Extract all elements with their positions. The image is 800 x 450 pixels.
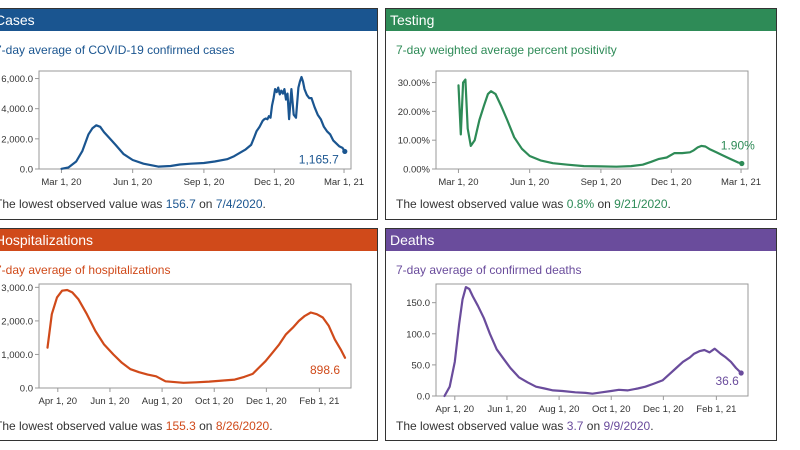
testing-footnote-suffix: . (667, 197, 671, 211)
cases-footnote-suffix: . (262, 197, 266, 211)
deaths-y-tick-label: 50.0 (412, 360, 431, 371)
cases-footnote-mid: on (195, 197, 216, 211)
deaths-end-value-label: 36.6 (715, 374, 739, 388)
testing-y-tick-label: 10.00% (398, 136, 431, 147)
hospitalizations-x-tick-label: Oct 1, 20 (195, 396, 234, 407)
hospitalizations-y-tick-label: 0.0 (20, 384, 33, 395)
testing-panel: Testing 7-day weighted average percent p… (385, 8, 777, 220)
hospitalizations-x-tick-label: Apr 1, 20 (39, 396, 78, 407)
testing-x-tick-label: Mar 1, 20 (438, 177, 478, 188)
testing-y-tick-label: 20.00% (398, 107, 431, 118)
cases-x-tick-label: Mar 1, 21 (324, 177, 364, 188)
hospitalizations-end-value-label: 898.6 (310, 363, 340, 377)
cases-x-tick-label: Mar 1, 20 (41, 177, 81, 188)
cases-series-line (60, 75, 346, 170)
testing-x-tick-label: Jun 1, 20 (510, 177, 549, 188)
hospitalizations-plot-frame (38, 283, 352, 389)
deaths-plot-frame (435, 283, 749, 397)
cases-x-tick-label: Jun 1, 20 (113, 177, 152, 188)
deaths-chart: 0.0 50.0 100.0 150.0 Apr 1, 20 Jun 1, 20 Aug 1… (406, 283, 749, 415)
testing-footnote-mid: on (594, 197, 615, 211)
testing-end-value-label: 1.90% (721, 139, 755, 153)
hospitalizations-x-tick-label: Dec 1, 20 (246, 396, 287, 407)
cases-panel-header: Cases (0, 9, 377, 31)
testing-end-point (739, 160, 745, 167)
deaths-footnote-value: 3.7 (566, 419, 584, 433)
hospitalizations-chart: 0.0 1,000.0 2,000.0 3,000.0 Apr 1, 20 Jun 1, … (1, 283, 352, 407)
hospitalizations-series-line (46, 288, 347, 384)
hospitalizations-y-tick-label: 2,000.0 (1, 316, 33, 327)
hospitalizations-footnote-mid: on (195, 419, 216, 433)
testing-footnote-value: 0.8% (566, 197, 595, 211)
hospitalizations-x-tick-label: Aug 1, 20 (142, 396, 183, 407)
cases-y-tick-label: 4,000.0 (1, 104, 33, 115)
hospitalizations-y-tick-label: 1,000.0 (1, 350, 33, 361)
testing-x-tick-label: Sep 1, 20 (581, 177, 622, 188)
cases-y-tick-label: 6,000.0 (1, 74, 33, 85)
hospitalizations-subtitle: 7-day average of hospitalizations (0, 263, 171, 277)
deaths-x-tick-label: Aug 1, 20 (539, 404, 580, 415)
hospitalizations-x-tick-label: Feb 1, 21 (299, 396, 339, 407)
cases-x-tick-label: Dec 1, 20 (254, 177, 295, 188)
hospitalizations-footnote-value: 155.3 (165, 419, 196, 433)
deaths-footnote-suffix: . (650, 419, 654, 433)
testing-footnote: The lowest observed value was 0.8% on 9/… (396, 197, 671, 211)
deaths-panel: Deaths 7-day average of confirmed deaths… (385, 228, 777, 441)
cases-end-value-label: 1,165.7 (299, 152, 339, 166)
testing-plot-frame (435, 70, 749, 170)
deaths-end-point (738, 370, 744, 376)
cases-panel: Cases 7-day average of COVID-19 confirme… (0, 8, 378, 220)
testing-series-line (457, 78, 743, 168)
hospitalizations-panel-header: Hospitalizations (0, 229, 377, 251)
hospitalizations-panel: Hospitalizations 7-day average of hospit… (0, 228, 378, 441)
deaths-x-tick-label: Apr 1, 20 (436, 404, 475, 415)
cases-end-point (342, 148, 348, 155)
testing-y-tick-label: 30.00% (398, 78, 431, 89)
testing-footnote-date: 9/21/2020 (614, 197, 668, 211)
cases-x-tick-label: Sep 1, 20 (184, 177, 225, 188)
hospitalizations-footnote-date: 8/26/2020 (215, 419, 270, 433)
deaths-footnote: The lowest observed value was 3.7 on 9/9… (396, 419, 654, 433)
testing-panel-header: Testing (386, 9, 776, 31)
cases-y-tick-label: 2,000.0 (1, 134, 33, 145)
cases-y-tick-label: 0.0 (20, 165, 33, 176)
testing-chart: 0.00% 10.00% 20.00% 30.00% Mar 1, 20 Jun 1, 2… (398, 70, 761, 188)
cases-chart: 0.0 2,000.0 4,000.0 6,000.0 Mar 1, 20 Jun 1, … (1, 70, 364, 188)
hospitalizations-y-tick-label: 3,000.0 (1, 283, 33, 294)
deaths-series-line (443, 285, 743, 398)
cases-footnote: The lowest observed value was 156.7 on 7… (0, 197, 266, 211)
testing-subtitle: 7-day weighted average percent positivit… (396, 43, 617, 57)
hospitalizations-footnote-suffix: . (269, 419, 273, 433)
cases-footnote-value: 156.7 (165, 197, 196, 211)
deaths-y-tick-label: 100.0 (406, 329, 430, 340)
testing-x-tick-label: Dec 1, 20 (651, 177, 692, 188)
deaths-subtitle: 7-day average of confirmed deaths (396, 263, 582, 277)
hospitalizations-footnote: The lowest observed value was 155.3 on 8… (0, 419, 273, 433)
hospitalizations-footnote-prefix: The lowest observed value was (0, 419, 166, 433)
testing-y-tick-label: 0.00% (403, 165, 430, 176)
testing-footnote-prefix: The lowest observed value was (396, 197, 567, 211)
deaths-x-tick-label: Dec 1, 20 (643, 404, 684, 415)
deaths-x-tick-label: Oct 1, 20 (592, 404, 631, 415)
testing-x-tick-label: Mar 1, 21 (721, 177, 761, 188)
deaths-footnote-prefix: The lowest observed value was (396, 419, 567, 433)
deaths-footnote-mid: on (583, 419, 604, 433)
deaths-x-tick-label: Feb 1, 21 (696, 404, 736, 415)
deaths-y-tick-label: 0.0 (417, 392, 430, 403)
cases-footnote-prefix: The lowest observed value was (0, 197, 166, 211)
deaths-panel-header: Deaths (386, 229, 776, 251)
cases-footnote-date: 7/4/2020 (215, 197, 263, 211)
cases-subtitle: 7-day average of COVID-19 confirmed case… (0, 43, 235, 57)
deaths-y-tick-label: 150.0 (406, 298, 430, 309)
cases-plot-frame (38, 70, 352, 170)
hospitalizations-x-tick-label: Jun 1, 20 (90, 396, 129, 407)
deaths-x-tick-label: Jun 1, 20 (487, 404, 526, 415)
deaths-footnote-date: 9/9/2020 (603, 419, 651, 433)
